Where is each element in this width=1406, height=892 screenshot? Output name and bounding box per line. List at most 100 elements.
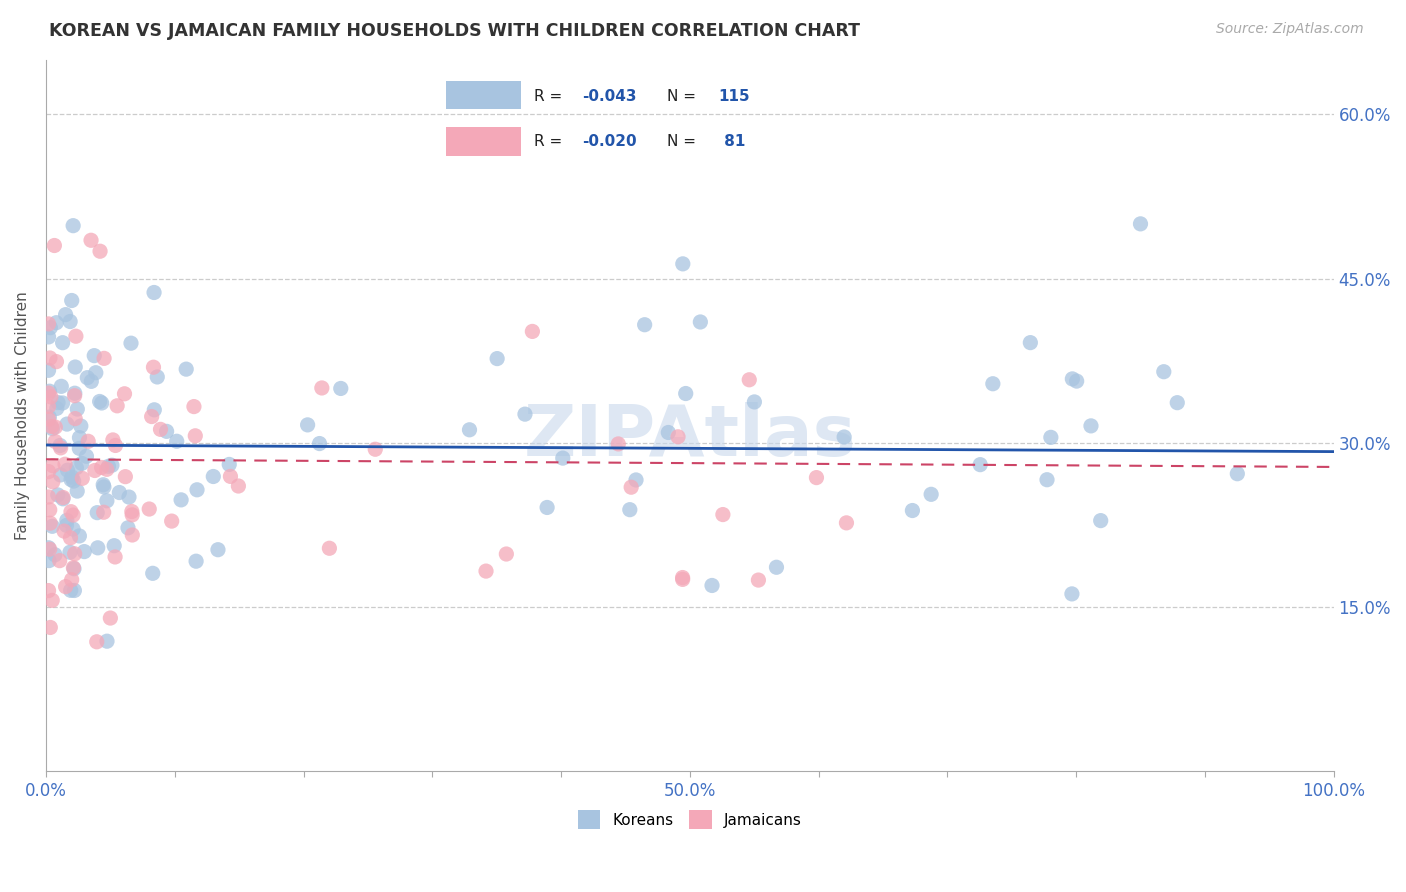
Point bbox=[218, 458, 240, 472]
Point bbox=[184, 429, 207, 443]
Point bbox=[155, 425, 177, 439]
Point bbox=[38, 330, 60, 344]
Point bbox=[364, 442, 387, 457]
Point bbox=[969, 458, 991, 472]
Point bbox=[91, 477, 114, 491]
Point bbox=[38, 386, 60, 401]
Point bbox=[89, 244, 111, 259]
Point bbox=[711, 508, 734, 522]
Y-axis label: Family Households with Children: Family Households with Children bbox=[15, 291, 30, 540]
Point bbox=[69, 431, 91, 445]
Point bbox=[45, 316, 67, 330]
Point bbox=[63, 411, 86, 425]
Point bbox=[66, 402, 89, 417]
Point bbox=[52, 491, 75, 506]
Point bbox=[44, 434, 66, 449]
Point bbox=[901, 503, 924, 517]
Point bbox=[142, 566, 165, 581]
Point bbox=[104, 438, 127, 452]
Point bbox=[53, 524, 76, 538]
Point bbox=[76, 370, 98, 384]
Point bbox=[104, 549, 127, 564]
Point bbox=[513, 407, 536, 421]
Text: KOREAN VS JAMAICAN FAMILY HOUSEHOLDS WITH CHILDREN CORRELATION CHART: KOREAN VS JAMAICAN FAMILY HOUSEHOLDS WIT… bbox=[49, 22, 860, 40]
Point bbox=[55, 308, 77, 322]
Point bbox=[41, 519, 63, 533]
Point bbox=[42, 458, 65, 473]
Point bbox=[59, 583, 82, 598]
Point bbox=[121, 528, 143, 542]
Point bbox=[93, 480, 115, 494]
Point bbox=[170, 492, 193, 507]
Point bbox=[62, 508, 84, 522]
Point bbox=[59, 545, 82, 559]
Point bbox=[59, 531, 82, 545]
Point bbox=[44, 548, 66, 562]
Point bbox=[202, 469, 225, 483]
Point bbox=[738, 373, 761, 387]
Point bbox=[80, 233, 103, 247]
Point bbox=[1129, 217, 1152, 231]
Point bbox=[101, 433, 124, 447]
Point bbox=[49, 441, 72, 455]
Point bbox=[77, 434, 100, 449]
Point bbox=[45, 354, 67, 368]
Point bbox=[551, 451, 574, 466]
Point bbox=[56, 463, 79, 477]
Point bbox=[1062, 372, 1084, 386]
Point bbox=[105, 399, 128, 413]
Point bbox=[138, 502, 160, 516]
Point bbox=[522, 325, 544, 339]
Point bbox=[1066, 374, 1088, 388]
Point bbox=[42, 475, 65, 489]
Point bbox=[67, 442, 90, 456]
Point bbox=[62, 522, 84, 536]
Point bbox=[39, 516, 62, 531]
Point bbox=[101, 458, 124, 473]
Point bbox=[38, 384, 60, 399]
Point bbox=[117, 521, 139, 535]
Text: Source: ZipAtlas.com: Source: ZipAtlas.com bbox=[1216, 22, 1364, 37]
Point bbox=[1226, 467, 1249, 481]
Point bbox=[38, 553, 60, 567]
Point bbox=[39, 390, 62, 404]
Point bbox=[118, 490, 141, 504]
Point bbox=[84, 366, 107, 380]
Point bbox=[62, 474, 84, 488]
Point bbox=[83, 349, 105, 363]
Point bbox=[672, 573, 695, 587]
Point bbox=[45, 401, 67, 416]
Point bbox=[920, 487, 942, 501]
Point bbox=[63, 389, 86, 403]
Point bbox=[458, 423, 481, 437]
Point bbox=[166, 434, 188, 449]
Point bbox=[207, 542, 229, 557]
Point bbox=[38, 503, 60, 517]
Point bbox=[311, 381, 333, 395]
Point bbox=[486, 351, 509, 366]
Point bbox=[832, 430, 855, 444]
Point bbox=[98, 611, 121, 625]
Point bbox=[142, 360, 165, 375]
Point bbox=[56, 513, 79, 527]
Point bbox=[93, 505, 115, 519]
Point bbox=[121, 508, 143, 522]
Point bbox=[55, 580, 77, 594]
Point bbox=[747, 573, 769, 587]
Point bbox=[56, 417, 79, 431]
Point bbox=[1090, 514, 1112, 528]
Point bbox=[63, 583, 86, 598]
Point bbox=[87, 541, 110, 555]
Point bbox=[186, 483, 208, 497]
Point bbox=[700, 578, 723, 592]
Point bbox=[1060, 587, 1083, 601]
Point bbox=[53, 457, 76, 471]
Point bbox=[835, 516, 858, 530]
Point bbox=[114, 469, 136, 483]
Point bbox=[96, 634, 118, 648]
Point bbox=[63, 562, 86, 576]
Point bbox=[475, 564, 498, 578]
Point bbox=[52, 491, 75, 505]
Point bbox=[671, 570, 693, 584]
Point bbox=[96, 462, 118, 476]
